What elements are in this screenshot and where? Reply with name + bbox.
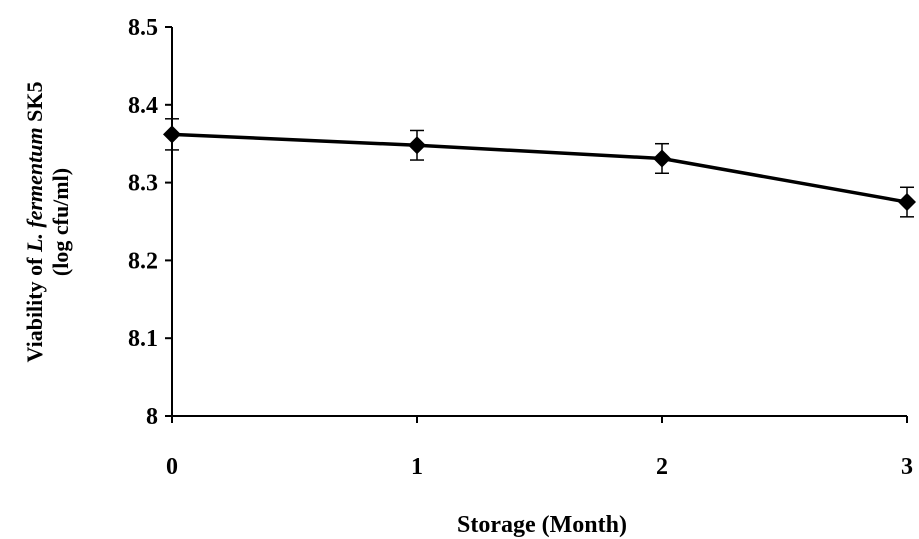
x-tick-label: 3 — [901, 454, 913, 480]
data-point — [163, 125, 181, 144]
y-tick-label: 8.5 — [128, 15, 158, 41]
x-axis: 0 1 2 3 — [166, 415, 913, 480]
y-axis: 8 8.1 8.2 8.3 8.4 8.5 — [128, 15, 173, 430]
y-tick-label: 8.1 — [128, 326, 158, 352]
y-tick-label: 8.4 — [128, 93, 158, 119]
y-tick-label: 8.2 — [128, 248, 158, 274]
series-line — [171, 132, 908, 204]
y-axis-title-line2: (log cfu/ml) — [48, 168, 73, 276]
y-axis-title-suffix: SK5 — [22, 82, 47, 128]
x-tick-label: 0 — [166, 454, 178, 480]
plot-area — [163, 118, 916, 218]
y-axis-title-prefix: Viability of — [22, 252, 47, 362]
data-point — [408, 136, 426, 155]
y-axis-title: Viability of L. fermentum SK5 (log cfu/m… — [22, 82, 73, 363]
x-tick-label: 2 — [656, 454, 668, 480]
y-tick-label: 8.3 — [128, 171, 158, 197]
data-point — [653, 149, 671, 168]
data-point — [898, 193, 916, 212]
y-axis-title-line1: Viability of L. fermentum SK5 — [22, 82, 47, 363]
x-tick-label: 1 — [411, 454, 423, 480]
x-axis-title: Storage (Month) — [457, 512, 627, 538]
y-tick-label: 8 — [146, 404, 158, 430]
y-axis-title-species: L. fermentum — [22, 127, 47, 253]
